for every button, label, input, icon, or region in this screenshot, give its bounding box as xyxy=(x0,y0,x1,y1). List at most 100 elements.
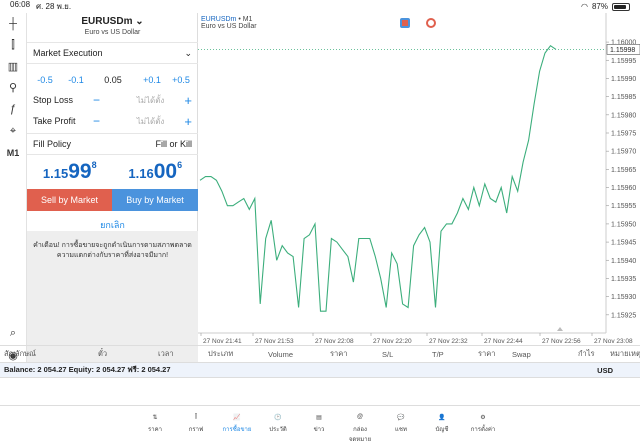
chart-header: EURUSDm • M1 Euro vs US Dollar xyxy=(201,16,257,30)
cancel-button[interactable]: ยกเลิก xyxy=(100,220,125,230)
depth-of-market-icon[interactable] xyxy=(426,18,436,28)
bottom-navigation: ⇅ ราคา ⫿ กราฟ 📈 การซื้อขาย 🕑 ประวัติ ▤ ข่าว @ กล่อง… xyxy=(0,405,640,447)
current-price-box xyxy=(606,44,640,55)
price-display: 1.15998 1.16006 xyxy=(27,160,198,190)
y-tick-label: 1.15940 xyxy=(611,258,636,265)
nav-chat[interactable]: 💬 แชท xyxy=(383,410,419,434)
account-icon: 👤 xyxy=(438,414,446,421)
take-profit-field: Take Profit − ไม่ได้ตั้ง + xyxy=(27,110,198,132)
chart-type-icon[interactable]: ⫿ xyxy=(11,38,15,51)
stop-loss-input[interactable]: ไม่ได้ตั้ง xyxy=(136,95,165,105)
status-time: 06:08 xyxy=(10,0,31,9)
y-tick-label: 1.15945 xyxy=(611,240,636,247)
symbol-description: Euro vs US Dollar xyxy=(84,29,141,36)
app-logo-icon[interactable]: ◉ xyxy=(8,349,18,362)
mailbox-icon: @ xyxy=(356,414,364,420)
volume-minus-small-button[interactable]: -0.1 xyxy=(68,75,84,85)
fill-policy-row[interactable]: Fill Policy Fill or Kill xyxy=(27,133,198,155)
volume-minus-big-button[interactable]: -0.5 xyxy=(37,75,53,85)
one-click-trade-icon[interactable] xyxy=(400,18,410,28)
bar-chart-icon[interactable]: ▥ xyxy=(7,60,19,73)
x-tick-label: 27 Nov 22:32 xyxy=(429,338,468,345)
chart-symbol: EURUSDm xyxy=(201,16,237,23)
column-header: ตั๋ว xyxy=(98,349,108,358)
take-profit-input[interactable]: ไม่ได้ตั้ง xyxy=(136,116,165,126)
take-profit-plus-button[interactable]: + xyxy=(184,113,192,129)
y-tick-label: 1.15995 xyxy=(611,58,636,65)
volume-input[interactable]: 0.05 xyxy=(104,75,122,85)
crosshair-icon[interactable]: ┼ xyxy=(9,18,17,30)
x-tick-label: 27 Nov 23:08 xyxy=(594,338,633,345)
settings-icon: ⚙ xyxy=(480,414,486,421)
chart-description: Euro vs US Dollar xyxy=(201,23,257,30)
stop-loss-label: Stop Loss xyxy=(33,95,74,105)
warning-text: คำเตือน! การซื้อขายจะถูกดำเนินการตามสภาพ… xyxy=(33,242,192,259)
objects-icon[interactable]: ⌖ xyxy=(9,124,17,137)
y-tick-label: 1.15975 xyxy=(611,131,636,138)
y-tick-label: 1.15965 xyxy=(611,167,636,174)
y-tick-label: 1.15925 xyxy=(611,312,636,319)
nav-label: ข่าว xyxy=(313,427,325,433)
x-tick-label: 27 Nov 21:53 xyxy=(255,338,294,345)
nav-trade[interactable]: 📈 การซื้อขาย xyxy=(219,410,255,434)
fill-policy-label: Fill Policy xyxy=(33,139,72,149)
y-tick-label: 1.15930 xyxy=(611,294,636,301)
column-header: กำไร xyxy=(578,349,595,358)
chart-icon: ⫿ xyxy=(195,413,197,420)
nav-label: การซื้อขาย xyxy=(222,427,252,433)
wifi-icon: ◠ xyxy=(581,2,588,11)
symbol-selector[interactable]: EURUSDm ⌄ Euro vs US Dollar xyxy=(27,16,198,36)
order-panel: EURUSDm ⌄ Euro vs US Dollar Market Execu… xyxy=(27,13,198,368)
nav-account[interactable]: 👤 บัญชี xyxy=(424,410,460,434)
chevron-down-icon: ⌄ xyxy=(135,16,144,27)
nav-chart[interactable]: ⫿ กราฟ xyxy=(178,410,214,434)
chat-icon: 💬 xyxy=(397,414,405,421)
sell-button[interactable]: Sell by Market xyxy=(27,189,112,211)
indicators-icon[interactable]: ⚲ xyxy=(8,81,18,94)
buy-button[interactable]: Buy by Market xyxy=(112,189,198,211)
stop-loss-minus-button[interactable]: − xyxy=(93,93,101,107)
column-header: Volume xyxy=(268,349,294,359)
nav-history[interactable]: 🕑 ประวัติ xyxy=(260,410,296,434)
x-tick-label: 27 Nov 22:44 xyxy=(484,338,523,345)
column-header: สัญลักษณ์ xyxy=(4,349,37,358)
balance-text: Balance: 2 054.27 Equity: 2 054.27 ฟรี: … xyxy=(4,365,171,374)
volume-controls: -0.5 -0.1 0.05 +0.1 +0.5 xyxy=(27,70,198,90)
quotes-icon: ⇅ xyxy=(152,414,158,421)
column-header: ราคา xyxy=(330,349,348,358)
chart-timeframe: • M1 xyxy=(236,16,253,23)
nav-label: ประวัติ xyxy=(269,427,287,433)
y-tick-label: 1.15955 xyxy=(611,203,636,210)
take-profit-minus-button[interactable]: − xyxy=(93,114,101,128)
y-tick-label: 1.15960 xyxy=(611,185,636,192)
chart-canvas: 1.16000 1.15995 1.15990 1.15985 1.15980 1.159… xyxy=(198,13,640,345)
y-tick-label: 1.15935 xyxy=(611,276,636,283)
column-header: หมายเหตุ xyxy=(610,349,640,358)
history-icon: 🕑 xyxy=(274,414,282,421)
price-series-line xyxy=(199,44,557,312)
price-chart[interactable]: 1.16000 1.15995 1.15990 1.15985 1.15980 1.159… xyxy=(198,13,640,345)
trade-icon: 📈 xyxy=(233,414,241,421)
search-zoom-icon[interactable]: ⌕ xyxy=(9,326,17,339)
timeframe-label[interactable]: M1 xyxy=(6,148,20,158)
column-header: S/L xyxy=(382,349,394,359)
volume-plus-big-button[interactable]: +0.5 xyxy=(172,75,190,85)
execution-dropdown[interactable]: Market Execution ⌄ xyxy=(27,42,198,64)
nav-settings[interactable]: ⚙ การตั้งค่า xyxy=(465,410,501,434)
battery-percent: 87% xyxy=(591,2,608,11)
column-header: เวลา xyxy=(158,349,174,358)
stop-loss-plus-button[interactable]: + xyxy=(184,92,192,108)
x-tick-label: 27 Nov 22:20 xyxy=(373,338,412,345)
nav-news[interactable]: ▤ ข่าว xyxy=(301,410,337,434)
volume-plus-small-button[interactable]: +0.1 xyxy=(143,75,161,85)
function-icon[interactable]: ƒ xyxy=(9,103,17,115)
x-tick-label: 27 Nov 21:41 xyxy=(203,338,242,345)
symbol-name: EURUSDm xyxy=(81,16,133,27)
y-tick-label: 1.15990 xyxy=(611,76,636,83)
nav-quotes[interactable]: ⇅ ราคา xyxy=(137,410,173,434)
y-tick-label: 1.15985 xyxy=(611,94,636,101)
bid-price: 1.15998 xyxy=(42,160,97,183)
nav-label: กราฟ xyxy=(188,427,204,433)
ask-price: 1.16006 xyxy=(128,160,183,183)
nav-mailbox[interactable]: @ กล่องจดหมาย xyxy=(342,410,378,444)
